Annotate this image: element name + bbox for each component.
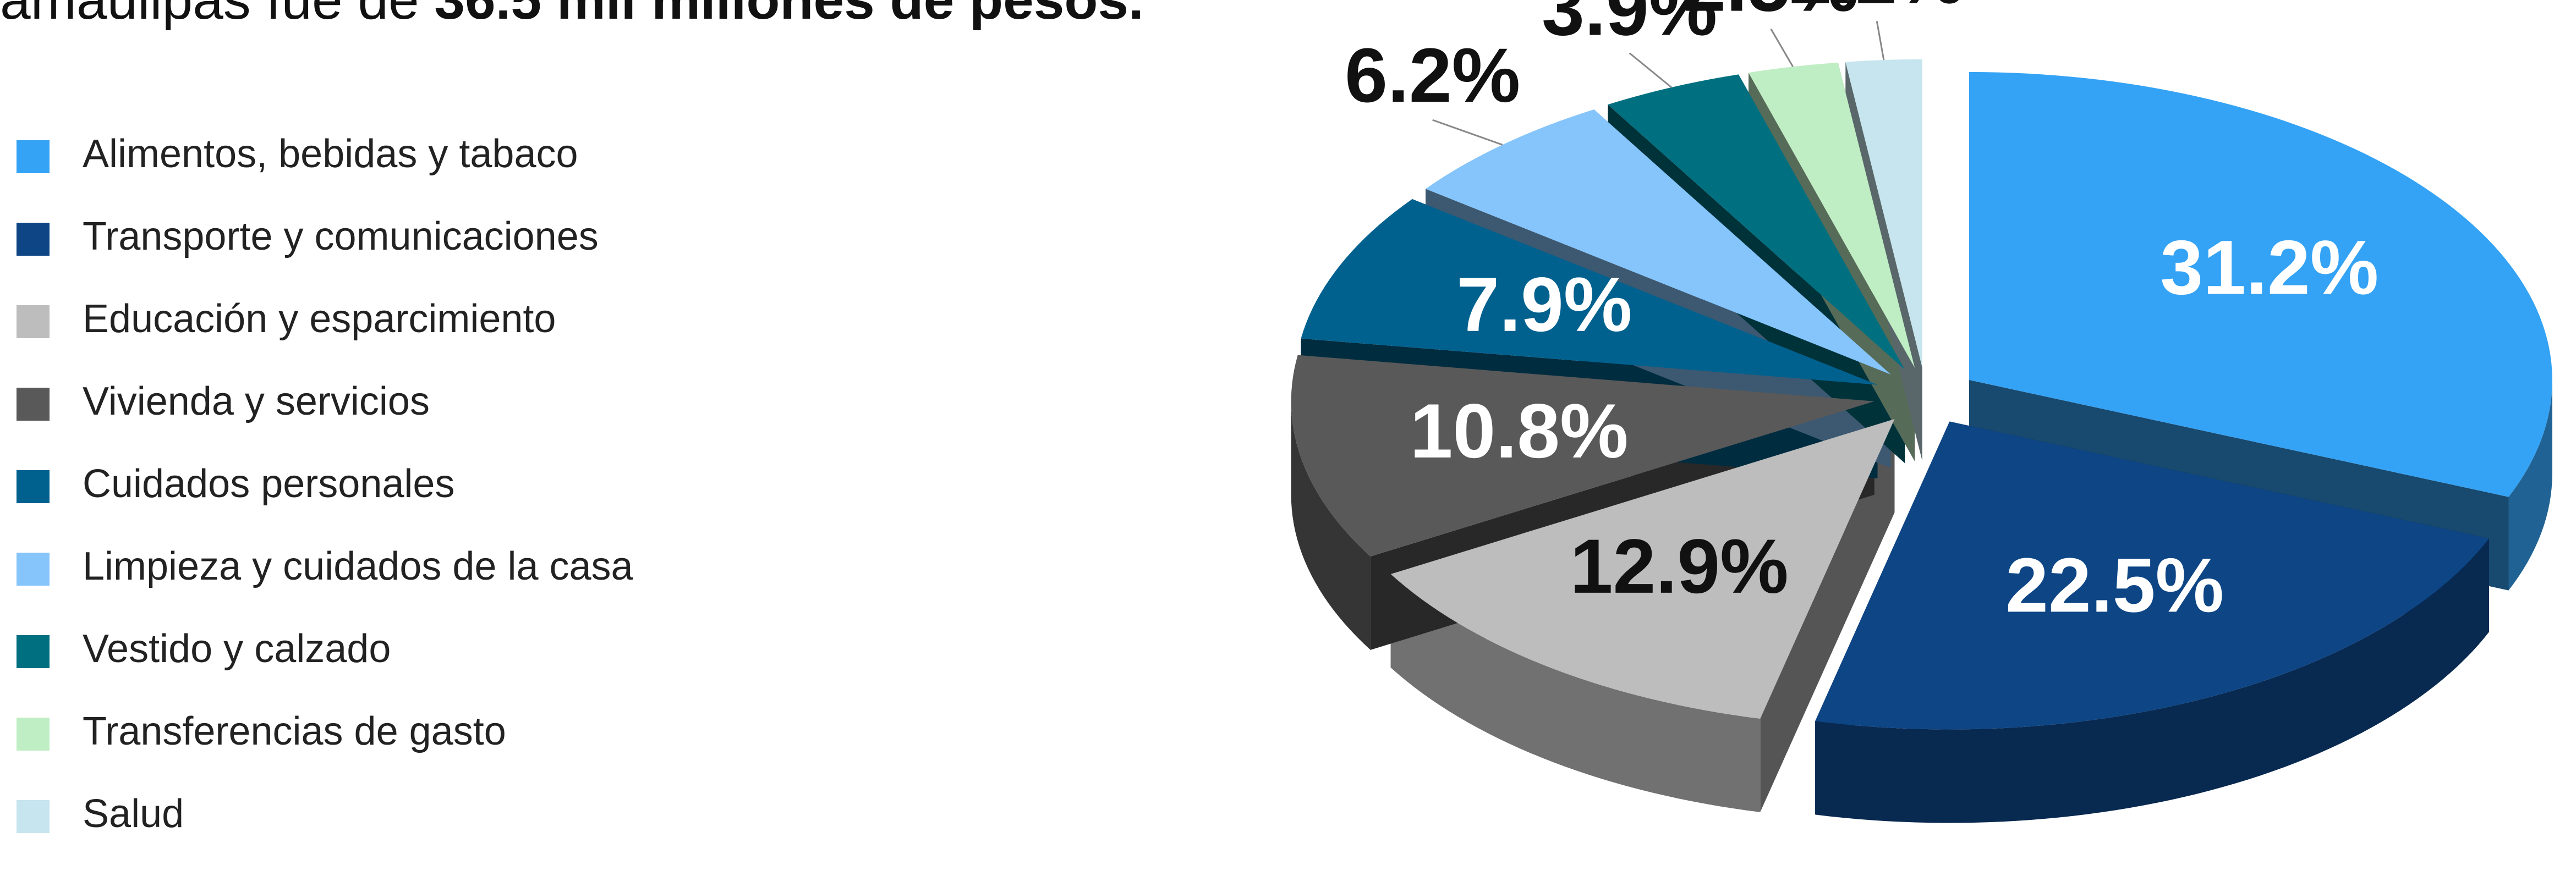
legend-swatch [17,718,50,751]
data-label: 12.9% [1570,523,1789,609]
legend-label: Transporte y comunicaciones [83,214,599,258]
legend-swatch [17,305,50,338]
legend-label: Limpieza y cuidados de la casa [83,544,634,588]
legend-label: Cuidados personales [83,462,454,506]
leader-line [1770,28,1794,68]
data-label: 6.2% [1345,32,1520,118]
slice [1390,418,1895,719]
legend-label: Salud [83,792,184,836]
slice [1301,199,1878,385]
slice [1426,109,1891,375]
legend-label: Transferencias de gasto [83,709,506,753]
chart-title: amaulipas fue de 36.5 mil millones de pe… [0,0,1144,31]
slice [1291,355,1875,557]
slice [1969,71,2552,497]
slice-side [1291,401,1371,650]
data-label: 7.9% [1456,261,1632,348]
legend-swatch [17,800,50,833]
leader-line [1432,119,1503,146]
title-bold: 36.5 mil millones de pesos. [434,0,1143,31]
data-label: 31.2% [2160,224,2378,311]
legend-label: Alimentos, bebidas y tabaco [83,132,578,176]
legend-label: Vivienda y servicios [83,379,430,423]
data-label: 22.5% [2005,542,2224,628]
legend-swatch [17,553,50,586]
leader-line [1876,21,1885,60]
legend-label: Vestido y calzado [83,627,391,671]
data-label: 10.8% [1410,388,1629,474]
legend-swatch [17,140,50,173]
data-label: 2.1% [1789,0,1965,19]
slice-side [1390,574,1761,812]
slice [1845,59,1922,367]
slice [1608,74,1905,370]
legend-swatch [17,635,50,668]
legend-swatch [17,470,50,503]
slice-side [2508,379,2552,591]
slice-side [1815,538,2489,823]
data-label: 3.9% [1542,0,1717,51]
slice [1815,421,2489,730]
slice [1749,62,1915,368]
title-regular: amaulipas fue de [0,0,434,31]
legend-label: Educación y esparcimiento [83,297,556,341]
leader-line [1629,52,1672,89]
data-label: 2.5% [1683,0,1859,27]
legend-swatch [17,223,50,256]
legend-swatch [17,388,50,421]
